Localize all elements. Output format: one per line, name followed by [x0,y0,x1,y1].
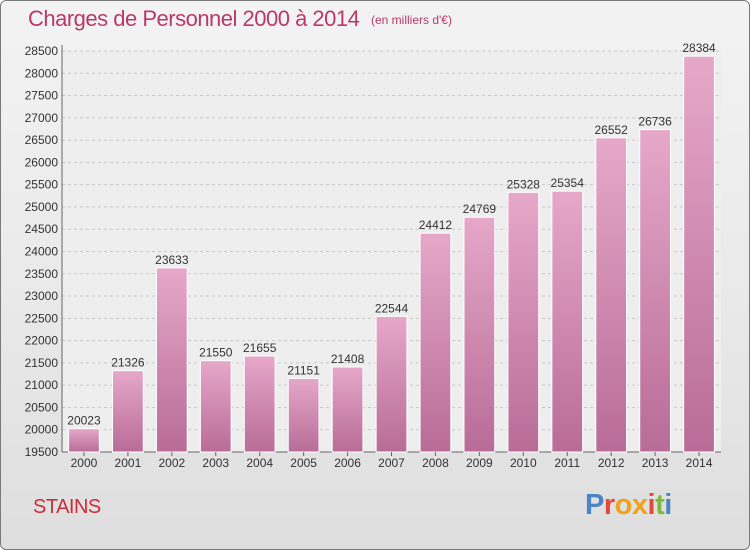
x-tick-label-2012: 2012 [598,456,625,470]
x-tick-label-2010: 2010 [510,456,537,470]
y-tick-label: 24000 [25,245,59,259]
y-tick-label: 21000 [25,378,59,392]
x-tick-label-2009: 2009 [466,456,493,470]
data-label-2000: 20023 [67,414,101,428]
y-tick-label: 27000 [25,111,59,125]
bar-2002 [155,267,188,453]
y-tick-label: 19500 [25,445,59,459]
data-label-2009: 24769 [463,202,497,216]
x-tick-label-2013: 2013 [642,456,669,470]
data-label-2013: 26736 [638,115,672,129]
y-tick-label: 23500 [25,267,59,281]
data-label-2004: 21655 [243,341,277,355]
data-label-2007: 22544 [375,301,409,315]
y-tick-label: 24500 [25,222,59,236]
y-tick-label: 25000 [25,200,59,214]
bar-2003 [199,360,232,453]
x-tick-label-2011: 2011 [554,456,580,470]
bar-2012 [595,137,628,453]
x-tick-label-2003: 2003 [202,456,229,470]
proxiti-logo: Proxiti [585,489,672,521]
city-name: STAINS [33,496,101,518]
x-tick-label-2006: 2006 [334,456,361,470]
data-label-2003: 21550 [199,346,233,360]
data-label-2008: 24412 [419,218,453,232]
x-tick-label-2001: 2001 [115,456,142,470]
data-label-2006: 21408 [331,352,365,366]
chart-subtitle: (en milliers d'€) [371,13,452,27]
y-tick-label: 20000 [25,423,59,437]
data-label-2011: 25354 [551,176,585,190]
chart-title: Charges de Personnel 2000 à 2014 [28,6,360,31]
x-tick-label-2007: 2007 [378,456,405,470]
data-label-2014: 28384 [682,41,716,55]
y-tick-label: 26000 [25,155,59,169]
bar-2004 [243,355,276,453]
data-label-2005: 21151 [287,363,320,377]
bar-2000 [68,428,100,453]
data-label-2001: 21326 [111,356,145,370]
y-tick-label: 23000 [25,289,59,303]
bar-2001 [112,370,144,453]
y-tick-label: 25500 [25,178,59,192]
bar-2006 [331,366,364,453]
x-tick-label-2004: 2004 [246,456,273,470]
y-tick-label: 26500 [25,133,59,147]
data-label-2010: 25328 [507,177,541,191]
y-tick-label: 22500 [25,311,59,325]
x-tick-label-2005: 2005 [290,456,317,470]
y-tick-label: 20500 [25,400,59,414]
y-tick-label: 21500 [25,356,59,370]
bar-2005 [287,377,320,453]
bar-2009 [463,216,496,453]
x-tick-label-2008: 2008 [422,456,449,470]
y-tick-label: 22000 [25,334,59,348]
bar-2007 [375,315,408,453]
bar-2010 [507,191,540,453]
x-tick-label-2014: 2014 [686,456,713,470]
x-tick-label-2000: 2000 [71,456,98,470]
bar-2008 [419,232,452,453]
bar-2013 [639,129,671,453]
data-label-2002: 23633 [155,253,189,267]
data-label-2012: 26552 [594,123,628,137]
bar-2011 [551,190,584,453]
bar-2014 [683,55,715,453]
y-tick-label: 28000 [25,66,59,80]
x-tick-label-2002: 2002 [158,456,185,470]
y-tick-label: 27500 [25,89,59,103]
y-tick-label: 28500 [25,44,59,58]
